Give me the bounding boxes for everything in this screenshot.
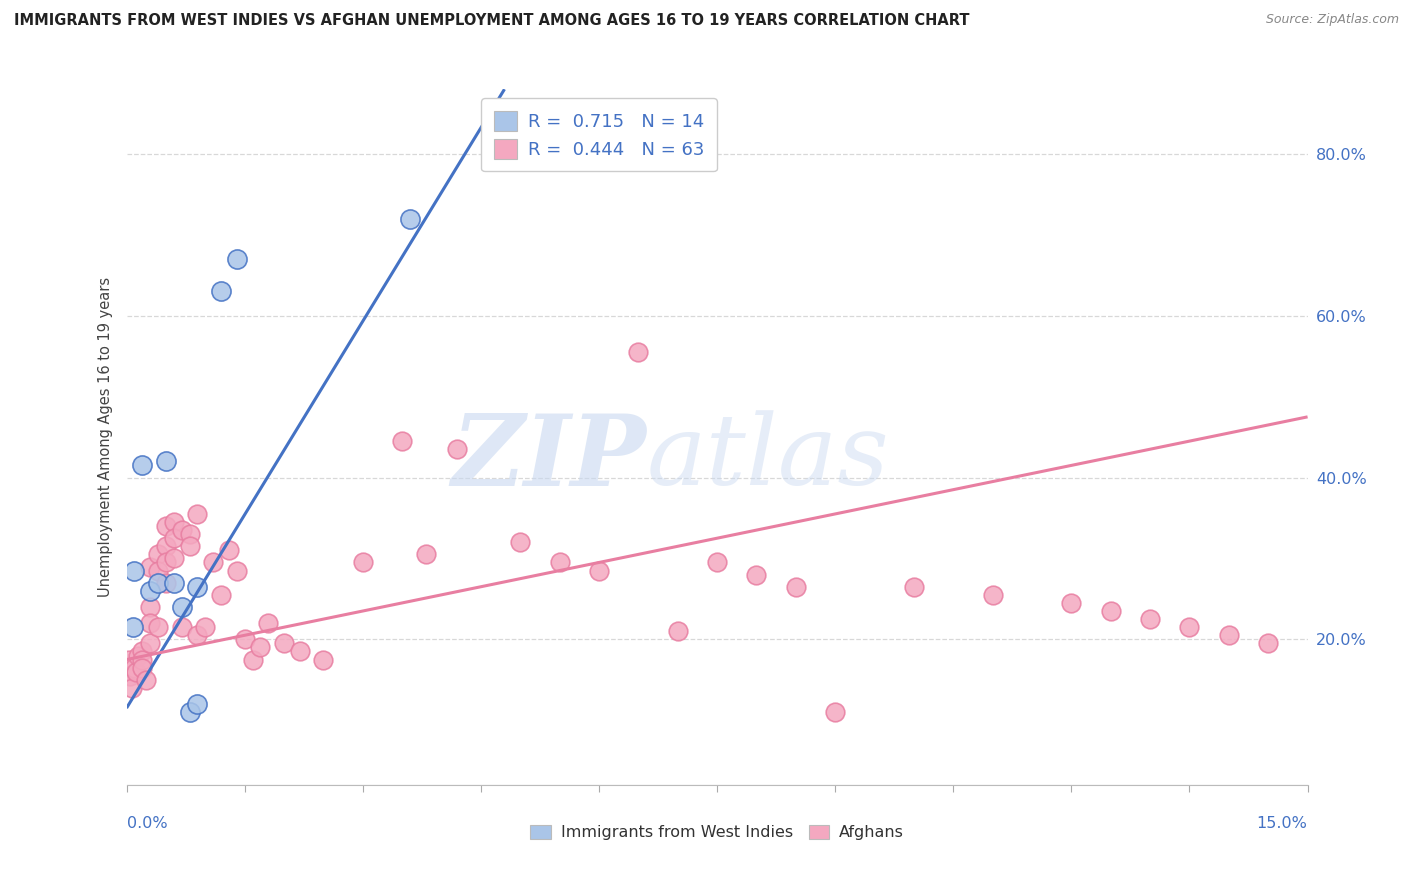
Point <box>288 644 311 658</box>
Point <box>257 616 280 631</box>
Point <box>186 628 208 642</box>
Point <box>155 575 177 590</box>
Point <box>903 580 925 594</box>
Point <box>146 564 169 578</box>
Point <box>509 535 531 549</box>
Point <box>391 434 413 449</box>
Point <box>785 580 807 594</box>
Point <box>1178 620 1201 634</box>
Text: 15.0%: 15.0% <box>1257 816 1308 831</box>
Point <box>706 556 728 570</box>
Point <box>131 652 153 666</box>
Point <box>170 523 193 537</box>
Point <box>139 583 162 598</box>
Point <box>118 652 141 666</box>
Point <box>120 669 142 683</box>
Point <box>179 539 201 553</box>
Point <box>548 556 571 570</box>
Text: 0.0%: 0.0% <box>127 816 167 831</box>
Point <box>446 442 468 457</box>
Text: IMMIGRANTS FROM WEST INDIES VS AFGHAN UNEMPLOYMENT AMONG AGES 16 TO 19 YEARS COR: IMMIGRANTS FROM WEST INDIES VS AFGHAN UN… <box>14 13 970 29</box>
Point <box>163 551 186 566</box>
Point <box>146 620 169 634</box>
Point <box>981 588 1004 602</box>
Point <box>139 599 162 614</box>
Legend: Immigrants from West Indies, Afghans: Immigrants from West Indies, Afghans <box>524 818 910 847</box>
Point <box>131 660 153 674</box>
Text: Source: ZipAtlas.com: Source: ZipAtlas.com <box>1265 13 1399 27</box>
Point <box>209 285 232 299</box>
Point <box>155 454 177 468</box>
Point <box>135 673 157 687</box>
Point <box>352 556 374 570</box>
Point <box>1060 596 1083 610</box>
Point <box>155 539 177 553</box>
Point <box>824 705 846 719</box>
Point <box>745 567 768 582</box>
Point <box>666 624 689 639</box>
Point <box>131 458 153 473</box>
Point <box>218 543 240 558</box>
Point <box>186 507 208 521</box>
Point <box>186 580 208 594</box>
Point <box>209 588 232 602</box>
Point <box>194 620 217 634</box>
Point <box>127 648 149 663</box>
Point <box>121 681 143 695</box>
Point <box>146 575 169 590</box>
Point <box>155 519 177 533</box>
Point <box>1099 604 1122 618</box>
Point <box>273 636 295 650</box>
Point <box>139 636 162 650</box>
Point <box>163 515 186 529</box>
Point <box>131 644 153 658</box>
Point <box>170 620 193 634</box>
Y-axis label: Unemployment Among Ages 16 to 19 years: Unemployment Among Ages 16 to 19 years <box>97 277 112 597</box>
Point <box>249 640 271 655</box>
Point <box>1218 628 1240 642</box>
Point <box>242 652 264 666</box>
Point <box>121 620 143 634</box>
Point <box>179 705 201 719</box>
Point <box>588 564 610 578</box>
Point <box>124 660 146 674</box>
Point <box>1257 636 1279 650</box>
Point <box>139 559 162 574</box>
Point <box>1139 612 1161 626</box>
Point <box>202 556 225 570</box>
Point <box>179 527 201 541</box>
Point <box>146 548 169 562</box>
Point <box>186 697 208 711</box>
Point <box>155 556 177 570</box>
Point <box>124 564 146 578</box>
Point <box>163 531 186 545</box>
Text: atlas: atlas <box>647 410 889 506</box>
Point <box>627 345 650 359</box>
Point <box>312 652 335 666</box>
Point <box>399 211 422 226</box>
Point <box>139 616 162 631</box>
Point <box>170 599 193 614</box>
Point <box>163 575 186 590</box>
Point <box>225 252 247 266</box>
Point <box>233 632 256 647</box>
Point <box>225 564 247 578</box>
Point <box>125 665 148 679</box>
Point <box>415 548 437 562</box>
Text: ZIP: ZIP <box>451 409 647 506</box>
